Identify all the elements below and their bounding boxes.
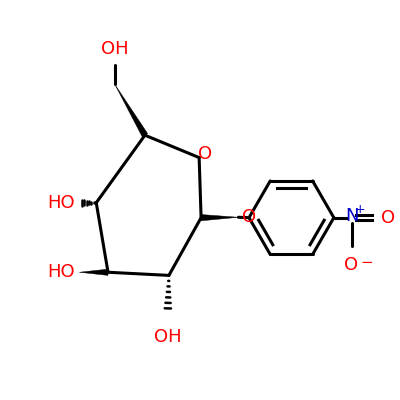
Text: O: O: [198, 146, 212, 164]
Text: HO: HO: [47, 194, 75, 212]
Polygon shape: [79, 269, 108, 276]
Polygon shape: [201, 214, 238, 221]
Text: +: +: [355, 202, 366, 216]
Text: OH: OH: [101, 40, 128, 58]
Text: O: O: [242, 208, 256, 226]
Text: O: O: [381, 209, 395, 227]
Text: OH: OH: [154, 328, 182, 346]
Text: −: −: [360, 255, 373, 270]
Text: HO: HO: [47, 263, 75, 281]
Text: N: N: [345, 207, 358, 225]
Polygon shape: [115, 84, 148, 137]
Text: O: O: [344, 256, 358, 274]
